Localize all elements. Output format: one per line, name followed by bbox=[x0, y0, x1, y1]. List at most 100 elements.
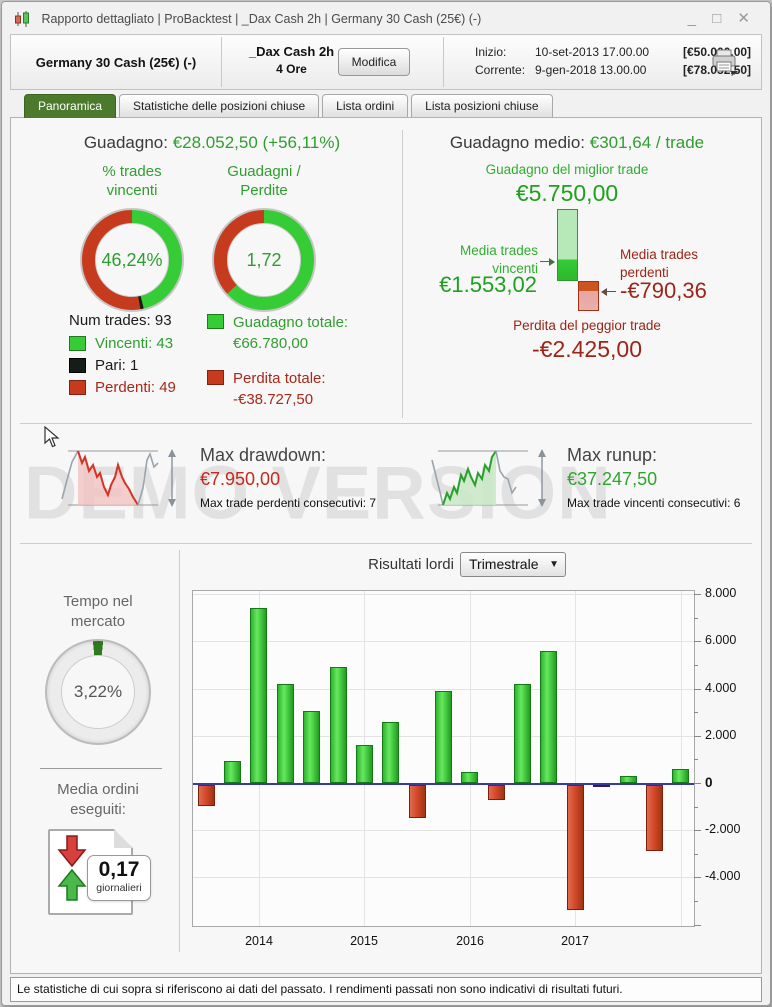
period-dropdown[interactable]: Trimestrale ▼ bbox=[460, 552, 566, 577]
page-fold-corner bbox=[114, 829, 133, 848]
black-square-icon bbox=[69, 358, 86, 373]
window-title: Rapporto dettagliato | ProBacktest | _Da… bbox=[41, 11, 482, 26]
title-bar: Rapporto dettagliato | ProBacktest | _Da… bbox=[2, 2, 770, 32]
avg-orders-value-box: 0,17 giornalieri bbox=[87, 855, 151, 901]
header-separator bbox=[221, 37, 222, 87]
modify-button[interactable]: Modifica bbox=[338, 48, 410, 76]
avg-orders-value: 0,17 bbox=[98, 858, 140, 881]
axis-tick bbox=[694, 806, 698, 808]
runup-sparkline bbox=[431, 449, 546, 507]
best-trade-label: Guadagno del miglior trade bbox=[485, 162, 649, 177]
result-bar-2014-T1 bbox=[250, 608, 267, 783]
axis-tick bbox=[694, 877, 701, 879]
system-timeframe: 4 Ore bbox=[276, 62, 307, 76]
total-loss-row: Perdita totale: -€38.727,50 bbox=[207, 368, 348, 410]
axis-tick bbox=[694, 853, 698, 855]
max-consecutive-wins: Max trade vincenti consecutivi: 6 bbox=[567, 496, 741, 510]
donut-ratio-title: Guadagni / Perdite bbox=[227, 163, 301, 199]
max-drawdown-block: Max drawdown: €7.950,00 Max trade perden… bbox=[200, 445, 376, 510]
result-bar-2015-T4 bbox=[435, 691, 452, 783]
y-axis-label: 0 bbox=[705, 775, 713, 790]
avg-loss-value: -€790,36 bbox=[620, 278, 707, 303]
gain-loss-ratio-donut: 1,72 bbox=[212, 208, 316, 312]
trading-system: _Dax Cash 2h 4 Ore bbox=[239, 44, 344, 76]
worst-trade-value: -€2.425,00 bbox=[532, 336, 642, 362]
axis-tick bbox=[694, 712, 698, 714]
gridline bbox=[193, 830, 694, 832]
y-axis-label: 6.000 bbox=[705, 633, 737, 648]
max-consecutive-losses: Max trade perdenti consecutivi: 7 bbox=[200, 496, 377, 510]
tab-lista-ordini[interactable]: Lista ordini bbox=[322, 94, 409, 117]
average-gain: Guadagno medio: €301,64 / trade bbox=[412, 133, 742, 153]
report-header: Germany 30 Cash (25€) (-) _Dax Cash 2h 4… bbox=[10, 34, 762, 90]
section-divider bbox=[20, 423, 752, 424]
avg-orders-title: Media ordini eseguiti: bbox=[57, 781, 139, 818]
tab-statistiche-posizioni-chiuse[interactable]: Statistiche delle posizioni chiuse bbox=[119, 94, 320, 117]
axis-tick bbox=[694, 759, 698, 761]
printer-icon[interactable] bbox=[710, 48, 740, 81]
totals-block: Guadagno totale: €66.780,00 Perdita tota… bbox=[207, 312, 348, 424]
result-bar-2017-T2 bbox=[593, 785, 610, 787]
avg-win-label: Media trades vincenti bbox=[459, 243, 538, 276]
axis-tick bbox=[694, 594, 701, 596]
avg-orders-unit: giornalieri bbox=[96, 882, 142, 894]
result-bar-2018-T1 bbox=[672, 769, 689, 783]
candlestick-app-icon bbox=[15, 10, 29, 27]
result-bar-2013-T4 bbox=[224, 761, 241, 783]
result-bar-2016-T1 bbox=[461, 772, 478, 783]
total-gain-row: Guadagno totale: €66.780,00 bbox=[207, 312, 348, 354]
mouse-cursor bbox=[44, 426, 60, 448]
inizio-date: 10-set-2013 17.00.00 bbox=[535, 45, 650, 59]
time-in-market-title: Tempo nel mercato bbox=[63, 593, 133, 630]
panel-separator bbox=[179, 550, 180, 952]
avg-loss-label: Media trades perdenti bbox=[620, 247, 699, 280]
red-square-icon bbox=[207, 370, 224, 385]
x-axis-year-label: 2017 bbox=[561, 934, 589, 948]
win-rate-value: 46,24% bbox=[95, 223, 169, 297]
y-axis-label: -4.000 bbox=[705, 869, 741, 884]
section-divider bbox=[20, 543, 752, 544]
inizio-label: Inizio: bbox=[475, 45, 507, 59]
gain-loss-ratio-value: 1,72 bbox=[227, 223, 301, 297]
x-axis-year-label: 2015 bbox=[350, 934, 378, 948]
period-dropdown-value: Trimestrale bbox=[469, 556, 539, 572]
gain-label: Guadagno: bbox=[83, 133, 168, 152]
gridline bbox=[193, 594, 694, 596]
max-runup-value: €37.247,50 bbox=[567, 469, 658, 489]
header-separator bbox=[443, 37, 444, 87]
axis-tick bbox=[694, 735, 701, 737]
quarterly-results-chart: 8.000 6.000 4.000 2.000 0 -2.000 -4.000 2014 201… bbox=[192, 586, 740, 948]
panel-separator bbox=[402, 130, 403, 418]
axis-tick bbox=[694, 617, 698, 619]
corrente-label: Corrente: bbox=[475, 63, 526, 77]
x-axis-year-label: 2014 bbox=[245, 934, 273, 948]
maximize-button[interactable]: □ bbox=[712, 10, 728, 27]
axis-tick bbox=[694, 900, 698, 902]
win-bar-graphic bbox=[557, 209, 578, 281]
y-axis-label: -2.000 bbox=[705, 822, 741, 837]
best-trade-value: €5.750,00 bbox=[515, 180, 619, 206]
max-drawdown-value: €7.950,00 bbox=[200, 469, 281, 489]
tab-lista-posizioni-chiuse[interactable]: Lista posizioni chiuse bbox=[411, 94, 553, 117]
time-in-market-value: 3,22% bbox=[61, 655, 135, 729]
result-bar-2015-T1 bbox=[356, 745, 373, 783]
result-bar-2016-T4 bbox=[540, 651, 557, 783]
result-bar-2016-T3 bbox=[514, 684, 531, 783]
close-button[interactable]: ✕ bbox=[737, 10, 756, 27]
x-axis-year-label: 2016 bbox=[456, 934, 484, 948]
gridline bbox=[193, 688, 694, 690]
result-bar-2015-T3 bbox=[409, 785, 426, 818]
minimize-button[interactable]: _ bbox=[687, 10, 703, 27]
green-up-arrow-icon bbox=[57, 868, 87, 901]
axis-tick bbox=[694, 924, 701, 926]
y-axis-label: 2.000 bbox=[705, 727, 737, 742]
results-label: Risultati lordi bbox=[368, 556, 454, 573]
num-trades: Num trades: 93 bbox=[69, 312, 172, 329]
tab-panoramica[interactable]: Panoramica bbox=[24, 94, 117, 118]
avg-gain-label: Guadagno medio: bbox=[449, 133, 586, 152]
corrente-date: 9-gen-2018 13.00.00 bbox=[535, 63, 647, 77]
time-in-market-donut: 3,22% bbox=[45, 639, 151, 745]
gridline bbox=[193, 641, 694, 643]
result-bar-2014-T2 bbox=[277, 684, 294, 783]
disclaimer-footer: Le statistiche di cui sopra si riferisco… bbox=[10, 977, 762, 1002]
